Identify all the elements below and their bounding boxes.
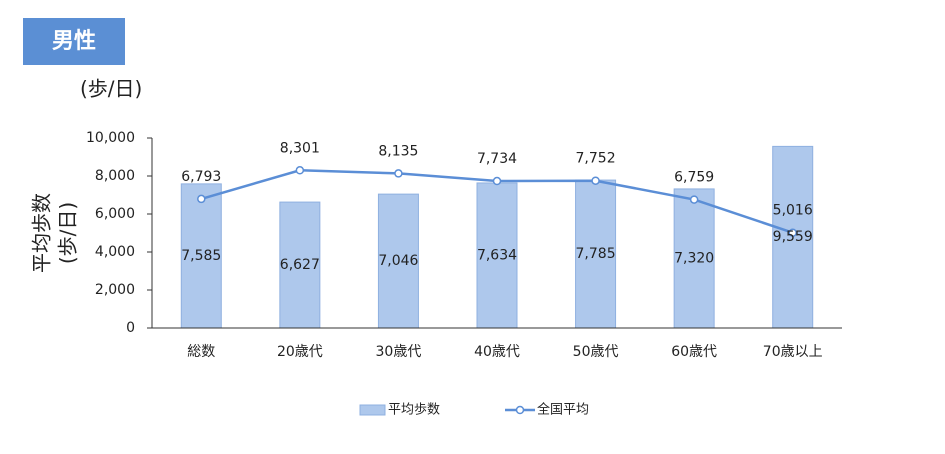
- data-label: 7,046: [378, 253, 418, 269]
- legend-swatch: [359, 404, 386, 416]
- x-tick-label: 40歳代: [474, 344, 520, 360]
- data-label: 8,135: [378, 143, 418, 159]
- unit-label: (歩/日): [80, 77, 142, 101]
- y-tick-label: 4,000: [95, 244, 135, 260]
- x-tick-label: 60歳代: [671, 344, 717, 360]
- line-point: [295, 166, 305, 175]
- line-point: [788, 228, 797, 237]
- data-label: 7,585: [181, 248, 221, 264]
- line-point: [492, 176, 502, 186]
- data-label: 7,734: [477, 151, 517, 167]
- x-tick-label: 70歳以上: [763, 344, 823, 360]
- data-label: 8,301: [280, 140, 320, 156]
- line-point: [394, 169, 403, 178]
- y-tick-label: 8,000: [95, 168, 135, 184]
- x-tick-label: 総数: [187, 344, 215, 360]
- bar: [476, 182, 518, 329]
- bar: [180, 183, 222, 329]
- data-label: 6,627: [280, 257, 320, 273]
- y-axis-title: 平均歩数 (歩/日): [30, 193, 80, 273]
- data-label: 7,634: [477, 247, 517, 263]
- y-tick-label: 10,000: [86, 130, 135, 146]
- legend-label: 平均歩数: [388, 403, 440, 418]
- legend-label: 全国平均: [537, 402, 589, 418]
- bar: [279, 201, 321, 329]
- x-tick-label: 50歳代: [573, 344, 619, 360]
- y-axis-title-line: (歩/日): [56, 202, 80, 264]
- data-label: 7,320: [674, 250, 714, 266]
- data-label: 6,793: [181, 169, 221, 185]
- bar: [673, 188, 715, 329]
- bar: [575, 179, 617, 329]
- data-label: 7,752: [576, 151, 616, 167]
- line-point: [197, 194, 206, 204]
- badge: 男性: [52, 29, 96, 54]
- data-label: 9,559: [773, 229, 813, 245]
- y-tick-label: 6,000: [95, 206, 135, 222]
- legend-swatch-marker: [515, 405, 525, 415]
- x-tick-label: 30歳代: [376, 344, 422, 360]
- line-point: [689, 195, 699, 204]
- y-axis-title-line: 平均歩数: [30, 193, 54, 273]
- badge-bg: [23, 18, 125, 65]
- x-tick-label: 20歳代: [277, 344, 323, 360]
- data-label: 7,785: [576, 246, 616, 262]
- line-point: [591, 176, 600, 185]
- data-label: 5,016: [773, 203, 813, 219]
- y-tick-label: 2,000: [95, 282, 135, 298]
- bar: [772, 145, 814, 329]
- data-label: 6,759: [674, 170, 714, 186]
- y-tick-label: 0: [126, 320, 135, 336]
